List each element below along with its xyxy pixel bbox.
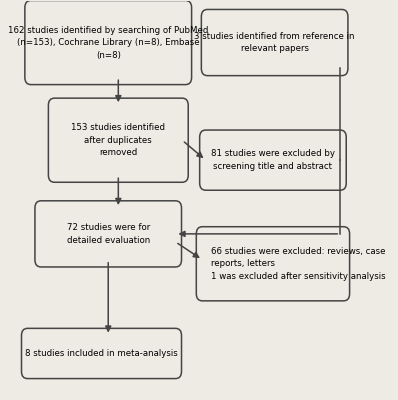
Text: 81 studies were excluded by
screening title and abstract: 81 studies were excluded by screening ti…	[211, 149, 335, 171]
Text: 3 studies identified from reference in
relevant papers: 3 studies identified from reference in r…	[194, 32, 355, 53]
Text: 72 studies were for
detailed evaluation: 72 studies were for detailed evaluation	[66, 223, 150, 245]
FancyBboxPatch shape	[35, 201, 181, 267]
FancyBboxPatch shape	[196, 227, 349, 301]
Text: 66 studies were excluded: reviews, case
reports, letters
1 was excluded after se: 66 studies were excluded: reviews, case …	[211, 247, 385, 281]
FancyBboxPatch shape	[200, 130, 346, 190]
FancyBboxPatch shape	[201, 10, 348, 76]
Text: 8 studies included in meta-analysis: 8 studies included in meta-analysis	[25, 349, 178, 358]
Text: 162 studies identified by searching of PubMed
(n=153), Cochrane Library (n=8), E: 162 studies identified by searching of P…	[8, 26, 209, 60]
Text: 153 studies identified
after duplicates
removed: 153 studies identified after duplicates …	[71, 123, 165, 157]
FancyBboxPatch shape	[25, 0, 191, 85]
FancyBboxPatch shape	[21, 328, 181, 378]
FancyBboxPatch shape	[49, 98, 188, 182]
